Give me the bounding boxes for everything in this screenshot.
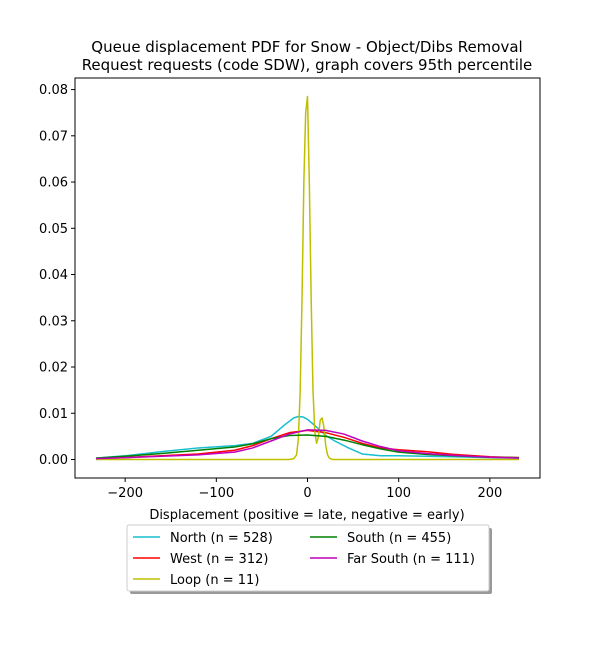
x-tick-label: 0 bbox=[303, 486, 311, 501]
series-layer bbox=[95, 95, 520, 461]
chart-title-line-2: Request requests (code SDW), graph cover… bbox=[82, 56, 533, 74]
x-axis: −200 −100 0 100 200 bbox=[107, 478, 502, 501]
plot-area: −200 −100 0 100 200 0.00 0.01 0.02 0.03 0.04 0.05… bbox=[39, 77, 541, 501]
x-axis-label: Displacement (positive = late, negative … bbox=[149, 508, 464, 523]
legend-label-3: South (n = 455) bbox=[347, 531, 451, 546]
y-tick-label: 0.07 bbox=[39, 129, 68, 144]
series-line-1 bbox=[95, 429, 520, 460]
y-tick-label: 0.03 bbox=[39, 314, 68, 329]
legend: North (n = 528) West (n = 312) Loop (n = 1… bbox=[126, 524, 492, 594]
y-tick-label: 0.01 bbox=[39, 407, 68, 422]
legend-box bbox=[126, 524, 490, 592]
legend-label-4: Far South (n = 111) bbox=[347, 552, 475, 567]
series-line-2 bbox=[95, 95, 520, 461]
legend-label-1: West (n = 312) bbox=[170, 552, 268, 567]
x-tick-label: −200 bbox=[107, 486, 143, 501]
y-tick-label: 0.05 bbox=[39, 222, 68, 237]
x-tick-label: 200 bbox=[477, 486, 502, 501]
y-tick-label: 0.06 bbox=[39, 176, 68, 191]
y-tick-label: 0.02 bbox=[39, 361, 68, 376]
series-line-3 bbox=[95, 434, 520, 459]
y-tick-label: 0.08 bbox=[39, 83, 68, 98]
series-line-4 bbox=[95, 429, 520, 460]
x-tick-label: 100 bbox=[386, 486, 411, 501]
x-tick-label: −100 bbox=[198, 486, 234, 501]
y-axis: 0.00 0.01 0.02 0.03 0.04 0.05 0.06 0.07 0.08 bbox=[39, 83, 75, 468]
chart-title-line-1: Queue displacement PDF for Snow - Object… bbox=[91, 38, 522, 56]
y-tick-label: 0.04 bbox=[39, 268, 68, 283]
series-line-0 bbox=[95, 415, 520, 459]
y-tick-label: 0.00 bbox=[39, 453, 68, 468]
legend-label-2: Loop (n = 11) bbox=[170, 573, 259, 588]
legend-items: North (n = 528) West (n = 312) Loop (n = 1… bbox=[133, 531, 475, 588]
legend-label-0: North (n = 528) bbox=[170, 531, 273, 546]
plot-frame bbox=[74, 77, 541, 479]
